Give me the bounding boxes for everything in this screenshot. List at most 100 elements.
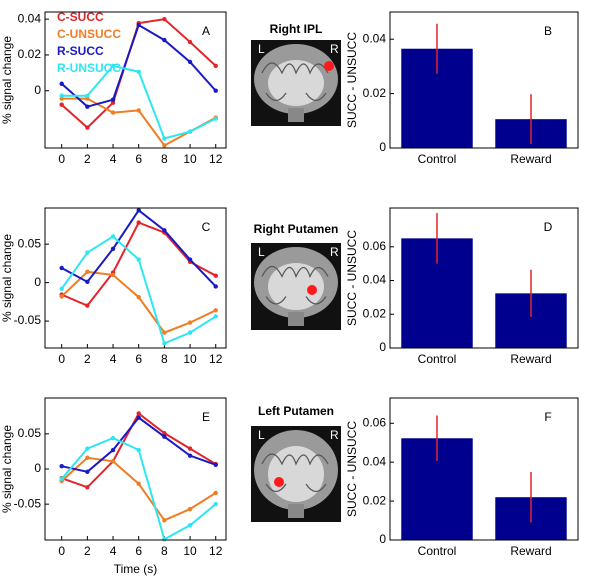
point	[59, 93, 64, 98]
x-tick-label: 4	[110, 544, 117, 558]
point	[187, 320, 193, 325]
point	[85, 269, 90, 275]
right-label: R	[330, 245, 339, 259]
point	[136, 295, 141, 300]
series-line	[60, 235, 217, 345]
point	[136, 411, 141, 416]
y-axis-label: % signal change	[0, 36, 14, 124]
point	[136, 108, 141, 113]
point	[110, 100, 116, 105]
image-title: Right IPL	[270, 22, 323, 36]
y-tick-label: 0.02	[363, 493, 387, 507]
plot-frame	[44, 207, 227, 349]
panel-label: B	[544, 24, 552, 38]
series-line	[61, 416, 217, 473]
y-tick-label: 0.04	[363, 31, 387, 45]
y-tick-label: -0.05	[14, 496, 42, 510]
point	[136, 415, 141, 420]
left-label: L	[258, 245, 265, 259]
left-label: L	[258, 428, 265, 442]
point	[162, 228, 167, 233]
series-line	[61, 221, 217, 307]
x-tick-label: 0	[58, 152, 65, 166]
point	[187, 453, 193, 458]
point	[136, 481, 141, 486]
y-tick-label: 0	[34, 83, 41, 97]
plot-frame	[389, 207, 579, 349]
roi-marker	[307, 285, 317, 295]
point	[213, 284, 218, 289]
roi-marker	[274, 477, 284, 487]
y-tick-label: 0.05	[18, 426, 42, 440]
y-tick-label: 0	[34, 275, 41, 289]
point	[187, 330, 193, 335]
point	[213, 273, 218, 278]
brain-inner	[268, 60, 324, 106]
y-tick-label: 0.05	[18, 236, 42, 250]
x-tick-label: 10	[183, 544, 197, 558]
y-tick-label: 0.02	[363, 306, 387, 320]
y-tick-label: 0.04	[363, 273, 387, 287]
point	[162, 341, 167, 346]
x-tick-label: 4	[110, 152, 117, 166]
point	[162, 518, 167, 523]
brainstem	[288, 504, 304, 518]
point	[85, 125, 90, 130]
roi-marker	[324, 61, 334, 71]
x-tick-label: 8	[161, 544, 168, 558]
point	[187, 129, 193, 134]
x-tick-label: Reward	[510, 352, 551, 366]
x-tick-label: 0	[58, 544, 65, 558]
x-tick-label: 6	[135, 152, 142, 166]
point	[59, 102, 64, 107]
y-axis-label: % signal change	[0, 425, 14, 513]
point	[213, 88, 218, 93]
panel-label: D	[544, 220, 553, 234]
point	[162, 430, 167, 436]
x-tick-label: 10	[183, 152, 197, 166]
series-line	[61, 64, 217, 140]
brain-folds	[261, 265, 329, 305]
point	[110, 246, 116, 251]
y-axis-label: SUCC - UNSUCC	[345, 421, 359, 517]
point	[187, 523, 193, 528]
point	[110, 63, 116, 69]
x-tick-label: Control	[418, 352, 457, 366]
x-tick-label: 0	[58, 352, 65, 366]
x-tick-label: Control	[418, 152, 457, 166]
point	[59, 286, 64, 291]
point	[59, 294, 64, 299]
x-tick-label: 4	[110, 352, 117, 366]
point	[59, 463, 64, 469]
point	[85, 485, 90, 490]
panel-label: A	[202, 24, 210, 38]
point	[162, 434, 167, 439]
brain-folds	[261, 453, 329, 493]
legend-entry: R-SUCC	[57, 44, 104, 58]
point	[162, 143, 167, 148]
point	[110, 234, 116, 239]
point	[187, 446, 193, 451]
point	[85, 303, 90, 308]
x-axis-label: Time (s)	[114, 562, 158, 576]
x-tick-label: 10	[183, 352, 197, 366]
point	[110, 97, 116, 102]
x-tick-label: 6	[135, 544, 142, 558]
plot-frame	[389, 397, 579, 541]
point	[162, 37, 167, 43]
point	[59, 265, 64, 271]
right-label: R	[330, 428, 339, 442]
plot-frame	[44, 397, 227, 541]
point	[85, 455, 90, 460]
legend-entry: R-UNSUCC	[57, 61, 121, 75]
point	[110, 459, 116, 464]
point	[162, 330, 167, 335]
y-tick-label: 0	[379, 532, 386, 546]
point	[187, 59, 193, 65]
y-axis-label: SUCC - UNSUCC	[345, 230, 359, 326]
y-tick-label: 0.02	[363, 86, 387, 100]
point	[110, 435, 116, 441]
point	[85, 93, 90, 98]
point	[187, 506, 193, 512]
point	[59, 476, 64, 482]
